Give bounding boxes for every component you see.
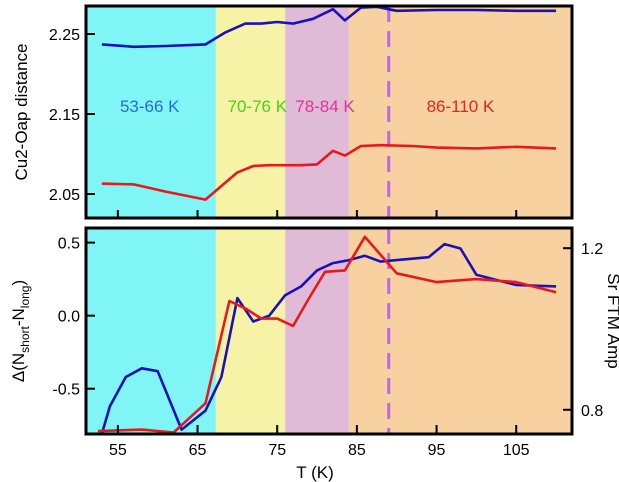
xtick-label-3: 85 (348, 442, 366, 459)
top-ylabel: Cu2-Oap distance (12, 43, 31, 180)
top-ytick-label-2: 2.25 (49, 27, 80, 44)
bottom-region-2 (285, 228, 349, 434)
y2label: Sr FTM Amp (604, 273, 619, 368)
xlabel: T (K) (296, 463, 333, 482)
xtick-label-0: 55 (109, 442, 127, 459)
top-region-3 (348, 6, 572, 218)
bottom-ylabel-part-1: short (18, 326, 32, 353)
xtick-label-2: 75 (268, 442, 286, 459)
top-series-1-line (101, 143, 557, 201)
y2tick-label-0: 0.8 (581, 403, 603, 420)
xtick-label-4: 95 (428, 442, 446, 459)
bottom-region-0 (86, 228, 216, 434)
top-series-group (101, 6, 557, 201)
bottom-ylabel-part-4: ) (9, 280, 28, 286)
bottom-region-3 (348, 228, 572, 434)
bottom-region-1 (215, 228, 286, 434)
bottom-ylabel-part-0: Δ(N (9, 353, 28, 382)
region-label-1: 70-76 K (228, 97, 288, 116)
top-panel: 2.05 2.15 2.25 53-66 K 70-76 K 78-84 K 86-110 … (12, 4, 574, 220)
bottom-frame (84, 226, 574, 436)
top-region-1 (215, 6, 286, 218)
bottom-ylabel-part-3: long (18, 286, 32, 309)
region-label-2: 78-84 K (295, 97, 355, 116)
bottom-panel: -0.5 0.0 0.5 55 65 75 85 95 105 T (K) 0.8 1.2Sr FTM… (9, 226, 619, 482)
bottom-ytick-label-0: -0.5 (52, 382, 80, 399)
xtick-label-5: 105 (503, 442, 530, 459)
region-label-3: 86-110 K (427, 97, 495, 116)
bottom-ytick-label-1: 0.0 (58, 309, 80, 326)
top-frame (84, 4, 574, 220)
y2tick-label-1: 1.2 (581, 241, 603, 258)
bottom-ylabel-part-2: -N (9, 308, 28, 326)
xtick-label-1: 65 (189, 442, 207, 459)
top-ytick-label-0: 2.05 (49, 187, 80, 204)
top-series-0-line (101, 6, 557, 49)
top-ytick-label-1: 2.15 (49, 107, 80, 124)
bottom-series-0-line (100, 242, 557, 434)
region-label-0: 53-66 K (120, 97, 180, 116)
bottom-series-group (97, 235, 557, 434)
top-region-2 (285, 6, 349, 218)
bottom-ytick-label-2: 0.5 (58, 236, 80, 253)
bottom-series-1-line (97, 235, 557, 434)
bottom-ylabel: Δ(Nshort-Nlong) (9, 280, 32, 382)
